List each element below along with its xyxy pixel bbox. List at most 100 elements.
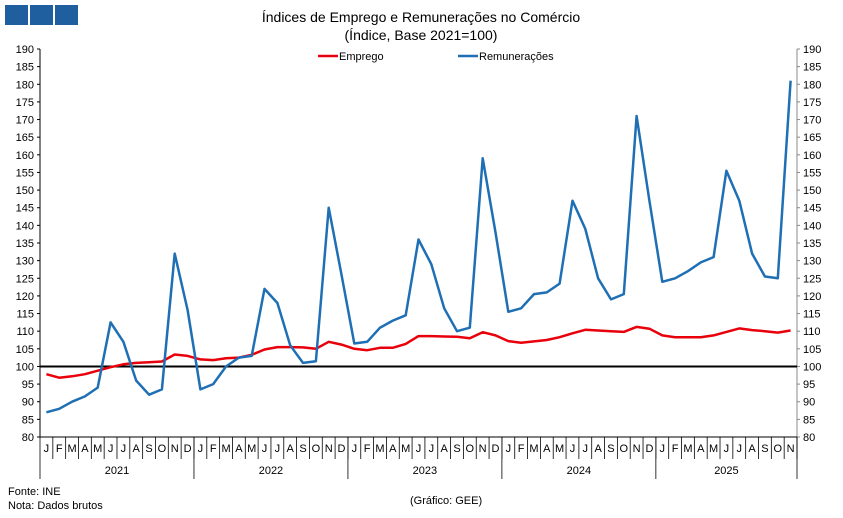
chart-title: Índices de Emprego e Remunerações no Com… (262, 9, 580, 25)
x-tick-label-month: A (81, 443, 89, 455)
x-tick-label-month: N (171, 443, 179, 455)
x-tick-label-month: A (440, 443, 448, 455)
series-line-emprego (46, 325, 791, 379)
y-tick-label-left: 180 (16, 79, 34, 91)
x-tick-label-month: M (67, 443, 76, 455)
y-tick-label-right: 125 (803, 273, 821, 285)
x-tick-label-month: O (773, 443, 782, 455)
x-tick-label-month: F (672, 443, 679, 455)
y-tick-label-left: 175 (16, 97, 34, 109)
x-tick-label-month: M (709, 443, 718, 455)
x-tick-label-month: D (492, 443, 500, 455)
y-tick-label-left: 125 (16, 273, 34, 285)
y-tick-label-left: 155 (16, 167, 34, 179)
y-tick-label-left: 115 (16, 309, 34, 321)
x-tick-label-month: O (466, 443, 475, 455)
y-tick-label-right: 165 (803, 132, 821, 144)
line-chart: Índices de Emprego e Remunerações no Com… (16, 9, 821, 479)
x-tick-label-month: M (401, 443, 410, 455)
data-note: Nota: Dados brutos (8, 500, 103, 512)
x-tick-label-month: N (633, 443, 641, 455)
y-tick-label-left: 170 (16, 115, 34, 127)
y-tick-label-right: 85 (803, 414, 815, 426)
y-tick-label-right: 145 (803, 203, 821, 215)
y-tick-label-right: 170 (803, 115, 821, 127)
chart-subtitle: (Índice, Base 2021=100) (345, 27, 498, 43)
x-tick-label-year: 2023 (413, 465, 437, 477)
y-tick-label-right: 190 (803, 44, 821, 56)
x-tick-label-month: M (221, 443, 230, 455)
x-tick-label-month: J (660, 443, 666, 455)
y-tick-label-left: 130 (16, 256, 34, 268)
x-tick-label-month: O (158, 443, 167, 455)
x-tick-label-month: J (121, 443, 127, 455)
y-tick-label-right: 110 (803, 326, 821, 338)
x-tick-label-month: A (389, 443, 397, 455)
y-tick-label-left: 85 (22, 414, 34, 426)
x-tick-label-month: O (620, 443, 629, 455)
x-tick-label-month: S (761, 443, 768, 455)
x-tick-label-month: A (235, 443, 243, 455)
y-tick-label-right: 90 (803, 397, 815, 409)
y-tick-label-left: 100 (16, 361, 34, 373)
x-tick-label-month: M (529, 443, 538, 455)
y-tick-label-left: 165 (16, 132, 34, 144)
x-tick-label-month: A (543, 443, 551, 455)
source-note: Fonte: INE (8, 486, 61, 498)
x-tick-label-month: N (479, 443, 487, 455)
x-tick-label-year: 2022 (259, 465, 283, 477)
y-tick-label-left: 110 (16, 326, 34, 338)
x-tick-label-month: M (555, 443, 564, 455)
y-tick-label-left: 190 (16, 44, 34, 56)
x-tick-label-month: J (737, 443, 743, 455)
x-tick-label-month: J (44, 443, 50, 455)
x-tick-label-month: J (275, 443, 281, 455)
y-tick-label-right: 155 (803, 167, 821, 179)
y-tick-label-right: 150 (803, 185, 821, 197)
y-tick-label-right: 120 (803, 291, 821, 303)
x-tick-label-month: J (506, 443, 512, 455)
y-tick-label-left: 160 (16, 150, 34, 162)
credit-note: (Gráfico: GEE) (410, 495, 483, 507)
legend: Emprego Remunerações (318, 51, 554, 63)
y-tick-label-right: 100 (803, 361, 821, 373)
y-tick-label-right: 175 (803, 97, 821, 109)
x-tick-label-month: M (683, 443, 692, 455)
x-tick-label-year: 2021 (105, 465, 129, 477)
x-tick-label-month: S (299, 443, 306, 455)
x-tick-label-month: F (364, 443, 371, 455)
x-tick-label-month: D (184, 443, 192, 455)
x-tick-label-month: S (145, 443, 152, 455)
x-tick-label-month: J (262, 443, 268, 455)
y-tick-label-left: 150 (16, 185, 34, 197)
y-tick-label-right: 80 (803, 432, 815, 444)
x-tick-label-month: J (570, 443, 576, 455)
y-tick-label-left: 95 (22, 379, 34, 391)
y-tick-label-right: 115 (803, 309, 821, 321)
logo-block (5, 5, 28, 25)
y-tick-label-left: 140 (16, 220, 34, 232)
y-tick-label-left: 120 (16, 291, 34, 303)
y-tick-label-left: 80 (22, 432, 34, 444)
x-tick-label-month: A (594, 443, 602, 455)
x-tick-label-month: A (287, 443, 295, 455)
x-tick-label-month: J (429, 443, 435, 455)
y-tick-label-right: 160 (803, 150, 821, 162)
legend-label: Emprego (339, 51, 384, 63)
y-tick-label-right: 140 (803, 220, 821, 232)
x-tick-label-month: O (312, 443, 321, 455)
x-tick-label-month: J (416, 443, 422, 455)
y-tick-label-right: 130 (803, 256, 821, 268)
y-tick-label-right: 180 (803, 79, 821, 91)
x-tick-label-year: 2025 (714, 465, 738, 477)
y-tick-label-left: 105 (16, 344, 34, 356)
x-tick-label-month: D (338, 443, 346, 455)
y-tick-label-right: 105 (803, 344, 821, 356)
x-tick-label-month: F (518, 443, 525, 455)
x-tick-label-month: F (56, 443, 63, 455)
x-tick-label-month: A (697, 443, 705, 455)
x-tick-label-month: J (583, 443, 589, 455)
x-tick-label-month: S (607, 443, 614, 455)
y-tick-label-left: 145 (16, 203, 34, 215)
x-tick-label-month: N (787, 443, 795, 455)
